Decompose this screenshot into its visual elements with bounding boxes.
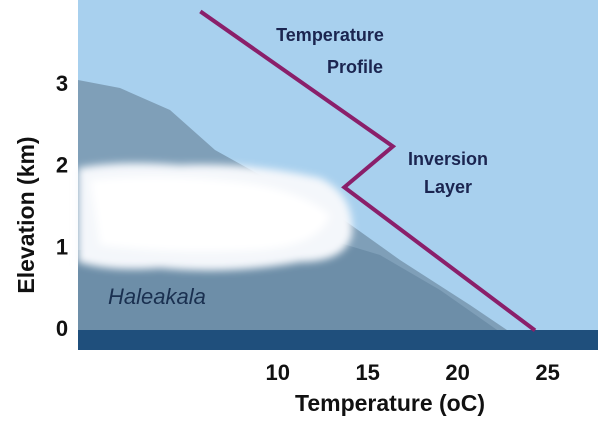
x-tick-label: 10 (265, 360, 289, 385)
x-tick-label: 15 (355, 360, 379, 385)
y-tick-label: 1 (56, 234, 68, 259)
y-tick-label: 3 (56, 71, 68, 96)
annotation: Layer (424, 177, 472, 197)
annotation: Temperature (276, 25, 384, 45)
x-tick-label: 20 (445, 360, 469, 385)
y-tick-label: 2 (56, 153, 68, 178)
x-tick-label: 25 (535, 360, 559, 385)
sea (78, 330, 598, 350)
annotation: Inversion (408, 149, 488, 169)
temperature-line (199, 9, 537, 332)
cloud (78, 163, 353, 271)
annotation: Haleakala (108, 284, 206, 309)
y-axis-label: Elevation (km) (13, 136, 39, 293)
x-axis-label: Temperature (oC) (295, 390, 485, 416)
annotation: Profile (327, 57, 383, 77)
y-tick-label: 0 (56, 316, 68, 341)
